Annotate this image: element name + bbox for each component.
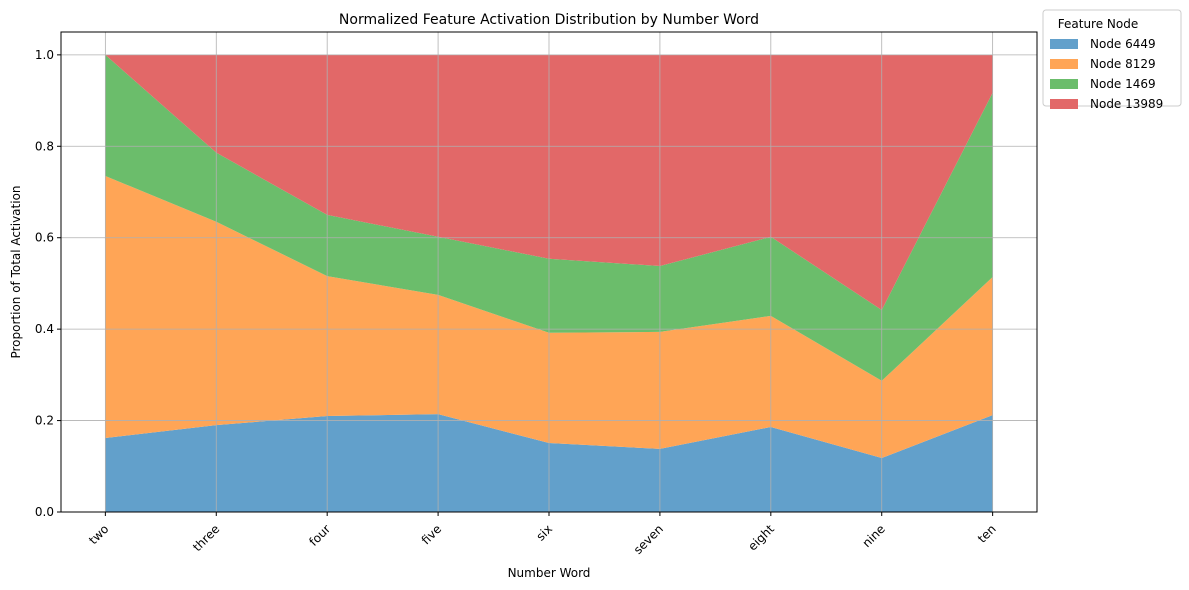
legend-label: Node 8129 <box>1090 57 1156 71</box>
x-tick-label: six <box>533 522 555 544</box>
y-tick-label: 0.8 <box>35 139 54 153</box>
x-tick-label: nine <box>860 522 888 550</box>
y-tick-label: 0.2 <box>35 414 54 428</box>
x-tick-label: ten <box>975 522 999 546</box>
y-tick-label: 0.4 <box>35 322 54 336</box>
legend-swatch <box>1050 59 1078 69</box>
legend-label: Node 6449 <box>1090 37 1156 51</box>
legend-swatch <box>1050 79 1078 89</box>
x-tick-label: five <box>419 522 444 547</box>
x-axis-label: Number Word <box>508 566 591 580</box>
legend-label: Node 13989 <box>1090 97 1163 111</box>
legend: Feature Node Node 6449 Node 8129 Node 1469… <box>1042 9 1182 111</box>
x-tick-label: seven <box>631 522 666 557</box>
legend-label: Node 1469 <box>1090 77 1156 91</box>
x-tick-label: eight <box>745 522 777 554</box>
chart-title: Normalized Feature Activation Distributi… <box>339 12 759 28</box>
y-axis-label: Proportion of Total Activation <box>9 185 23 358</box>
legend-title: Feature Node <box>1058 17 1138 31</box>
y-tick-label: 0.0 <box>35 505 54 519</box>
x-tick-label: four <box>306 522 333 549</box>
legend-swatch <box>1050 99 1078 109</box>
legend-swatch <box>1050 39 1078 49</box>
y-tick-label: 1.0 <box>35 48 54 62</box>
x-tick-label: two <box>86 522 111 547</box>
x-tick-label: three <box>190 522 222 554</box>
y-tick-label: 0.6 <box>35 231 54 245</box>
